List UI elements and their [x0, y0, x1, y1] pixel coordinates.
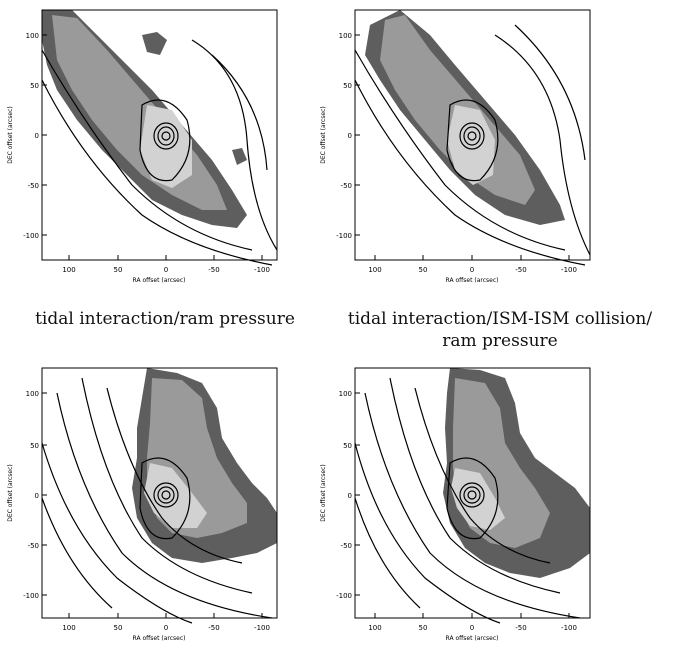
y-tick-label: 0 — [348, 492, 352, 500]
x-tick-label: 50 — [114, 266, 123, 274]
y-tick-label: -100 — [23, 232, 39, 240]
x-tick-label: 100 — [62, 624, 75, 632]
grey-emission-bottom-right — [443, 368, 590, 578]
grey-emission-top-right — [365, 10, 565, 225]
y-tick-label: 100 — [26, 390, 39, 398]
y-tick-label: 50 — [30, 442, 39, 450]
y-tick-label: -50 — [28, 182, 39, 190]
x-axis-label: RA offset (arcsec) — [133, 277, 186, 284]
caption-top-right-line2: ram pressure — [442, 331, 558, 351]
y-tick-label: 0 — [35, 132, 39, 140]
grey-emission-top-left — [42, 10, 247, 228]
contours-bottom-right — [354, 377, 581, 624]
y-axis-label: DEC offset (arcsec) — [320, 106, 327, 164]
x-tick-label: 100 — [62, 266, 75, 274]
panel-top-left: 100 50 0 -50 -100 100 50 0 -50 -100 RA o… — [7, 9, 278, 284]
panel-bottom-right: 100 50 0 -50 -100 100 50 0 -50 -100 RA o… — [320, 367, 591, 642]
y-tick-label: -50 — [341, 182, 352, 190]
x-tick-label: -50 — [208, 624, 219, 632]
x-tick-label: -50 — [515, 266, 526, 274]
y-tick-label: 100 — [339, 32, 352, 40]
x-tick-label: -100 — [254, 624, 270, 632]
x-tick-label: 0 — [164, 624, 168, 632]
x-tick-label: 50 — [419, 624, 428, 632]
x-tick-label: 100 — [368, 624, 381, 632]
plot-frame — [41, 367, 278, 619]
contours-bottom-left — [41, 377, 273, 624]
x-tick-label: 0 — [470, 266, 474, 274]
y-axis-label: DEC offset (arcsec) — [7, 106, 14, 164]
y-axis-label: DEC offset (arcsec) — [7, 464, 14, 522]
x-tick-label: -50 — [515, 624, 526, 632]
x-tick-label: 0 — [470, 624, 474, 632]
contours-top-right — [354, 24, 591, 266]
x-tick-label: 0 — [164, 266, 168, 274]
y-tick-label: 100 — [26, 32, 39, 40]
y-tick-label: 0 — [348, 132, 352, 140]
panel-top-right: 100 50 0 -50 -100 100 50 0 -50 -100 RA o… — [320, 9, 591, 284]
x-tick-label: -50 — [208, 266, 219, 274]
tick-marks — [42, 34, 263, 260]
y-tick-label: -50 — [28, 542, 39, 550]
y-tick-label: 50 — [343, 442, 352, 450]
y-tick-label: 0 — [35, 492, 39, 500]
x-axis-label: RA offset (arcsec) — [446, 635, 499, 642]
tick-marks — [355, 392, 570, 618]
grey-emission-bottom-left — [132, 368, 277, 563]
tick-marks — [42, 392, 263, 618]
y-tick-label: -100 — [336, 232, 352, 240]
y-axis-label: DEC offset (arcsec) — [320, 464, 327, 522]
x-tick-label: 100 — [368, 266, 381, 274]
x-tick-label: 50 — [419, 266, 428, 274]
x-tick-label: -100 — [561, 624, 577, 632]
y-tick-label: -50 — [341, 542, 352, 550]
x-axis-label: RA offset (arcsec) — [446, 277, 499, 284]
tick-marks — [355, 34, 570, 260]
y-tick-label: 100 — [339, 390, 352, 398]
x-tick-label: -100 — [561, 266, 577, 274]
caption-top-right-line1: tidal interaction/ISM-ISM collision/ — [347, 309, 653, 329]
x-tick-label: -100 — [254, 266, 270, 274]
y-tick-label: -100 — [336, 592, 352, 600]
caption-top-left: tidal interaction/ram pressure — [35, 309, 295, 329]
x-axis-label: RA offset (arcsec) — [133, 635, 186, 642]
y-tick-label: 50 — [30, 82, 39, 90]
x-tick-label: 50 — [114, 624, 123, 632]
y-tick-label: -100 — [23, 592, 39, 600]
y-tick-label: 50 — [343, 82, 352, 90]
contours-top-left — [41, 39, 278, 266]
panel-bottom-left: 100 50 0 -50 -100 100 50 0 -50 -100 RA o… — [7, 367, 278, 642]
